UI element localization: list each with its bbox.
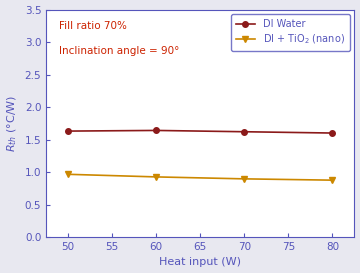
DI Water [242,130,247,133]
Line: DI Water: DI Water [66,128,335,136]
Line: DI + TiO$_2$ (nano): DI + TiO$_2$ (nano) [66,171,335,183]
Text: Fill ratio 70%: Fill ratio 70% [59,21,126,31]
Legend: DI Water, DI + TiO$_2$ (nano): DI Water, DI + TiO$_2$ (nano) [231,14,350,51]
DI Water [66,129,70,133]
DI Water [330,131,334,135]
DI + TiO$_2$ (nano) [242,177,247,180]
DI Water [154,129,158,132]
Text: Inclination angle = 90°: Inclination angle = 90° [59,46,179,56]
DI + TiO$_2$ (nano) [154,175,158,179]
DI + TiO$_2$ (nano) [330,179,334,182]
DI + TiO$_2$ (nano) [66,173,70,176]
X-axis label: Heat input (W): Heat input (W) [159,257,241,268]
Y-axis label: $R_{th}$ (°C/W): $R_{th}$ (°C/W) [5,94,19,152]
